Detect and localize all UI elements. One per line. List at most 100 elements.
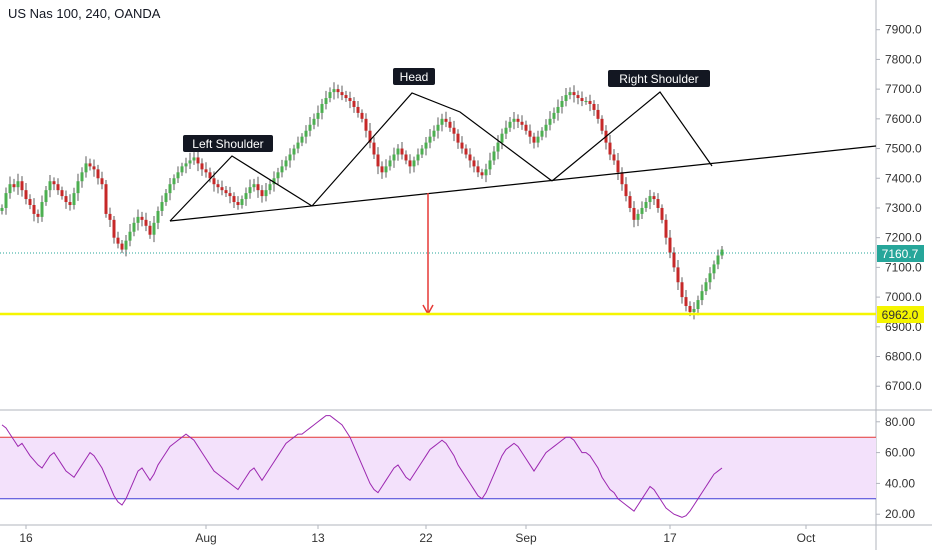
candle-body xyxy=(388,160,392,167)
candle-body xyxy=(56,184,60,191)
candle-body xyxy=(464,148,468,155)
candle-body xyxy=(556,106,560,113)
price-tick-label: 7100.0 xyxy=(885,260,922,274)
candle-body xyxy=(676,267,680,283)
time-tick-label: 17 xyxy=(663,531,677,545)
candle-body xyxy=(704,282,708,292)
candle-body xyxy=(372,142,376,155)
candle-body xyxy=(320,103,324,113)
rsi-tick-label: 20.00 xyxy=(885,507,915,521)
candle-body xyxy=(112,219,116,238)
candle-body xyxy=(484,169,488,176)
candle-body xyxy=(160,202,164,211)
candle-body xyxy=(80,172,84,182)
candle-body xyxy=(616,160,620,173)
candles-group xyxy=(0,82,724,320)
candle-body xyxy=(284,160,288,167)
candle-body xyxy=(220,187,224,191)
candle-body xyxy=(104,184,108,214)
candle-body xyxy=(204,169,208,173)
candle-body xyxy=(224,190,228,194)
candle-body xyxy=(652,196,656,200)
candle-body xyxy=(200,163,204,170)
price-tick-label: 7200.0 xyxy=(885,231,922,245)
candle-body xyxy=(152,222,156,235)
candle-body xyxy=(512,118,516,122)
price-axis: 6700.0 6800.0 6900.0 7000.0 7100.0 7200.0 7300… xyxy=(876,23,922,393)
candle-body xyxy=(316,112,320,119)
candle-body xyxy=(408,160,412,167)
candle-body xyxy=(352,101,356,107)
candle-body xyxy=(504,127,508,134)
candle-body xyxy=(368,130,372,143)
candle-body xyxy=(8,184,12,194)
candle-body xyxy=(552,112,556,119)
price-tick-label: 6700.0 xyxy=(885,379,922,393)
candle-body xyxy=(176,172,180,179)
time-tick-label: 13 xyxy=(311,531,325,545)
candle-body xyxy=(584,101,588,103)
candle-body xyxy=(492,151,496,161)
candle-body xyxy=(128,231,132,241)
candle-body xyxy=(684,297,688,307)
candle-body xyxy=(292,148,296,155)
candle-body xyxy=(84,163,88,173)
candle-body xyxy=(688,306,692,312)
candle-body xyxy=(304,130,308,137)
candle-body xyxy=(664,219,668,238)
candle-body xyxy=(64,196,68,203)
candle-body xyxy=(660,207,664,220)
candle-body xyxy=(272,178,276,185)
candle-body xyxy=(184,163,188,167)
candle-body xyxy=(588,101,592,104)
candle-body xyxy=(600,118,604,131)
price-tick-label: 7900.0 xyxy=(885,23,922,37)
candle-body xyxy=(692,308,696,312)
price-tick-label: 7400.0 xyxy=(885,171,922,185)
candle-body xyxy=(644,202,648,208)
candle-body xyxy=(212,178,216,185)
price-tick-label: 7500.0 xyxy=(885,142,922,156)
candle-body xyxy=(236,202,240,205)
candle-body xyxy=(528,130,532,137)
candle-body xyxy=(248,187,252,194)
rsi-tick-label: 60.00 xyxy=(885,446,915,460)
candle-body xyxy=(268,184,272,191)
candle-body xyxy=(632,207,636,220)
candle-body xyxy=(36,213,40,217)
candle-body xyxy=(208,172,212,179)
candle-body xyxy=(496,142,500,152)
candle-body xyxy=(340,92,344,96)
candle-body xyxy=(4,193,8,208)
candle-body xyxy=(16,181,20,188)
candle-body xyxy=(428,136,432,143)
candle-body xyxy=(116,237,120,244)
candle-body xyxy=(300,136,304,143)
candle-body xyxy=(24,190,28,200)
right-shoulder-label: Right Shoulder xyxy=(608,70,710,87)
candle-body xyxy=(500,133,504,143)
candle-body xyxy=(420,148,424,155)
candle-body xyxy=(264,190,268,197)
rsi-axis: 20.00 40.00 60.00 80.00 xyxy=(876,415,915,521)
rsi-tick-label: 40.00 xyxy=(885,476,915,490)
chart-title: US Nas 100, 240, OANDA xyxy=(8,6,161,21)
candle-body xyxy=(696,300,700,309)
pattern-lines xyxy=(169,91,877,222)
candle-body xyxy=(572,92,576,96)
candle-body xyxy=(244,193,248,200)
candle-body xyxy=(364,118,368,131)
candle-body xyxy=(44,190,48,203)
candle-body xyxy=(296,142,300,149)
time-tick-label: 16 xyxy=(19,531,33,545)
svg-text:Left Shoulder: Left Shoulder xyxy=(192,137,263,151)
candle-body xyxy=(612,154,616,161)
rsi-group xyxy=(1,415,723,518)
candle-body xyxy=(52,181,56,185)
candle-body xyxy=(380,166,384,173)
candle-body xyxy=(336,89,340,93)
candle-body xyxy=(376,154,380,167)
candle-body xyxy=(288,154,292,161)
candle-body xyxy=(460,142,464,149)
